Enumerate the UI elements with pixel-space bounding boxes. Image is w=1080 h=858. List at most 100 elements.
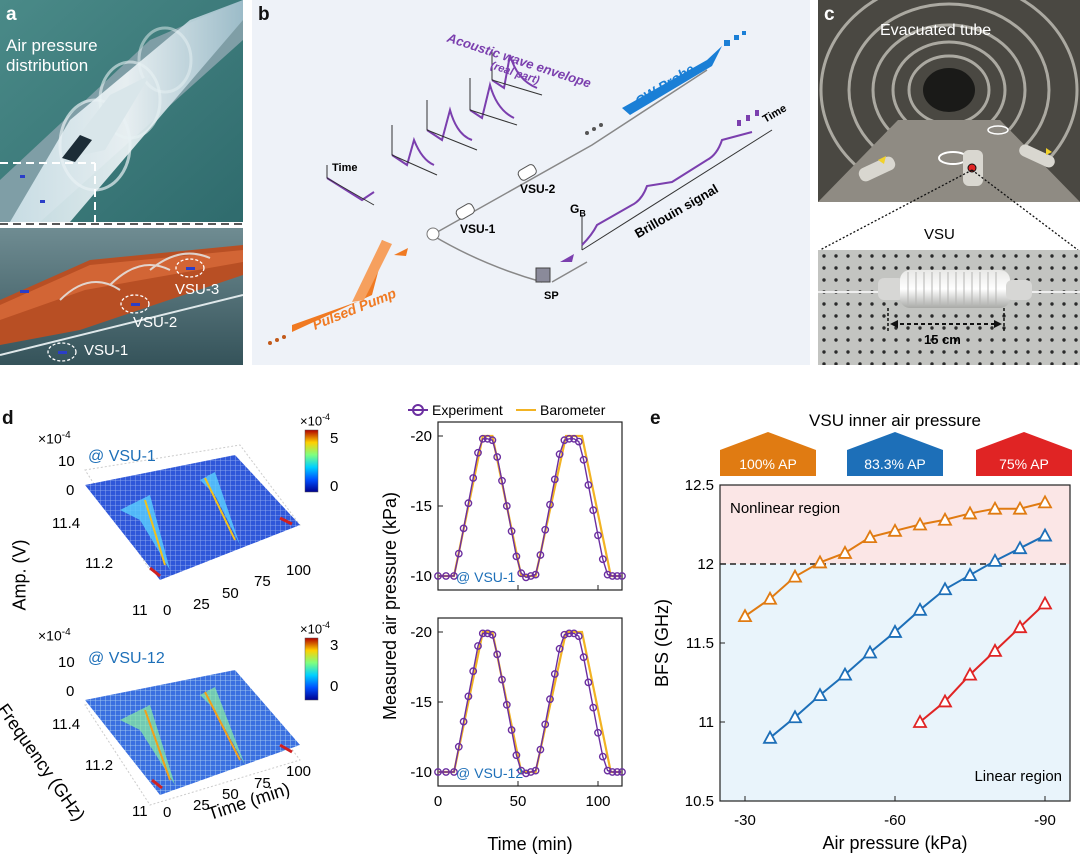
panel-label-d: d [2,408,14,429]
zoom-lines [819,169,1079,251]
d-top-f-112: 11.2 [85,555,114,572]
d-top-t-0: 0 [163,602,172,619]
legend-experiment-marker [412,404,424,416]
experiment-point [579,455,588,464]
experiment-point [478,434,487,443]
bfs-point-0 [937,511,953,526]
legend-triangle-1 [847,432,943,450]
surface-vsu1 [84,444,301,580]
gb-label-main: G [570,202,580,216]
d-top-t-50: 50 [222,585,239,602]
vsu-photo [818,250,1080,365]
d-top-mult-exp: -4 [61,430,71,441]
panel-label-a: a [6,4,17,25]
pressure-legend: Experiment Barometer [408,402,606,418]
legend-experiment-text: Experiment [432,402,503,418]
experiment-point [474,642,482,650]
experiment-point [584,678,593,687]
panel-c-photo-vsu: VSU 15 cm [818,250,1080,365]
experiment-point [454,549,463,558]
experiment-point [589,703,598,712]
panel-a-title: Air pressure distribution [6,36,98,76]
experiment-point [454,742,463,751]
vsu-scale-label: 15 cm [924,332,961,347]
sp-label: SP [544,290,559,302]
panel-a-title-line1: Air pressure [6,36,98,55]
experiment-point [493,453,502,461]
tube-photo [818,0,1080,202]
experiment-point [584,481,593,489]
d-top-t-75: 75 [254,573,271,590]
experiment-point [546,695,554,704]
experiment-point [469,474,478,482]
bfs-point-1 [987,552,1003,567]
bfs-point-0 [962,505,978,520]
bfs-point-2 [1012,619,1028,634]
pressure-ylabel: Measured air pressure (kPa) [380,492,400,720]
d-bot-z-10: 10 [58,654,75,671]
experiment-point [507,726,516,734]
experiment-point [442,768,450,776]
experiment-point [512,751,521,760]
panel-label-b: b [258,4,270,25]
bfs-point-0 [1037,494,1053,509]
y-tick-label: -20 [410,624,432,641]
experiment-point [450,768,458,776]
bfs-xlabel: Air pressure (kPa) [822,833,967,853]
experiment-point [579,653,588,662]
bfs-point-0 [987,500,1003,515]
experiment-point [565,434,574,443]
experiment-point [478,629,487,638]
bfs-x-tick-label: -60 [884,812,906,829]
experiment-point [502,700,511,709]
d-top-t-100: 100 [286,562,312,579]
d-bot-f-112: 11.2 [85,757,114,774]
d-top-cbar-mult-base: ×10 [300,413,323,429]
experiment-point [541,720,550,729]
bfs-point-1 [887,624,903,638]
bfs-point-0 [762,590,778,605]
panel-label-c: c [824,4,835,25]
experiment-point [531,570,540,579]
legend-barometer-text: Barometer [540,402,606,418]
bfs-point-1 [837,666,853,681]
legend-box-0 [720,450,816,476]
panel-b-schematic: Acoustic wave envelope (real part) CW Pr… [252,0,810,365]
bfs-point-1 [762,729,778,744]
bfs-y-tick-label: 11.5 [686,635,714,652]
d-bot-cbar-mult-exp: -4 [322,620,331,630]
experiment-point [498,675,506,684]
y-tick-label: -20 [410,428,432,445]
experiment-point [613,768,622,776]
experiment-point [541,525,550,534]
d-top-z-0: 0 [66,482,75,499]
bfs-point-2 [937,693,953,708]
experiment-point [531,766,540,775]
bfs-point-1 [1037,527,1053,542]
experiment-line [438,438,622,579]
experiment-point [560,436,569,445]
bfs-point-2 [962,666,978,681]
experiment-point [546,500,554,509]
time-left-label: Time [332,162,358,174]
bfs-point-1 [962,567,978,581]
experiment-point [526,768,535,776]
experiment-point [550,670,559,678]
bfs-point-0 [887,522,903,537]
pressure-frame [437,617,623,787]
bfs-ylabel: BFS (GHz) [652,599,672,687]
experiment-point [589,506,598,515]
bfs-point-0 [1012,500,1028,515]
d-top-cbar-mult-exp: -4 [322,412,331,422]
vsu1-label: VSU-1 [460,222,496,236]
d-top-mult-base: ×10 [38,430,62,447]
bfs-point-1 [937,581,953,596]
y-tick-label: -10 [410,764,432,781]
panel-d-3d-plots [84,429,319,806]
bfs-point-0 [837,545,853,559]
panel-label-e: e [650,408,661,429]
vsu-3-label: VSU-3 [175,281,220,298]
d-top-f-114: 11.4 [52,515,81,532]
d-top-z-10: 10 [58,453,75,470]
d-bot-t-100: 100 [286,763,312,780]
